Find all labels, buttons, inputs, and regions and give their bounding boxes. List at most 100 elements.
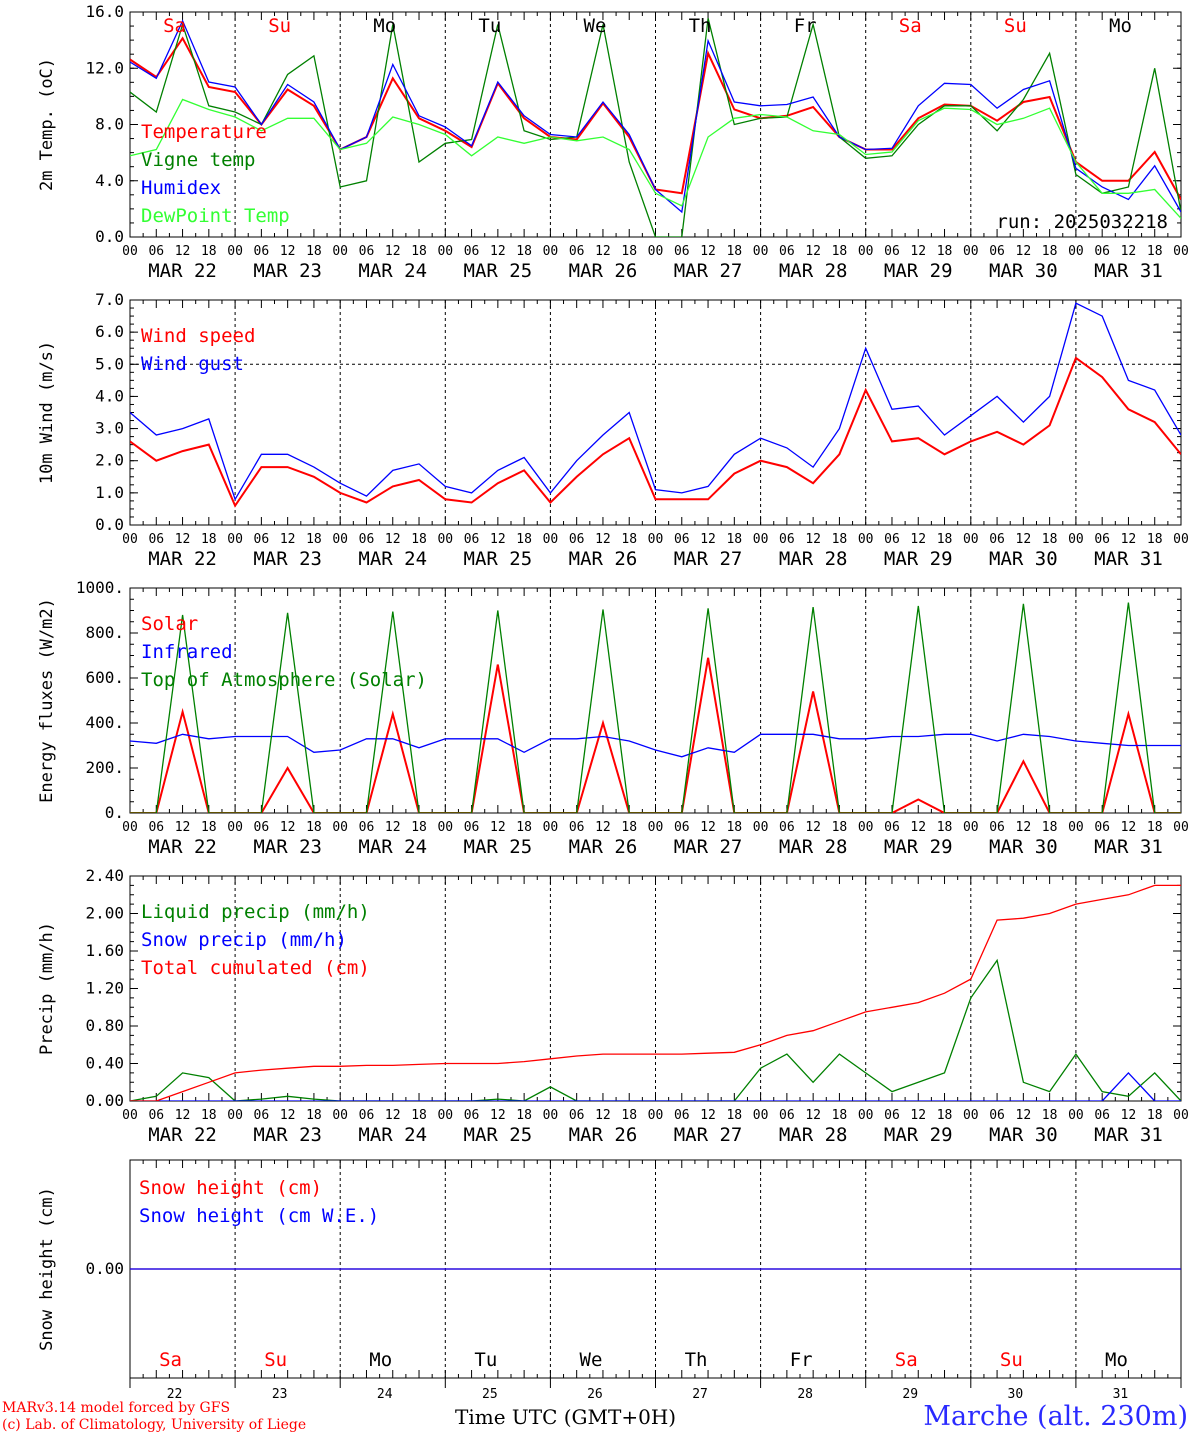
day-number-label: 30 [1008,1387,1024,1402]
panel-frame [129,11,1182,238]
hour-tick-label: 06 [674,820,690,835]
hour-tick-label: 12 [700,820,716,835]
hour-tick-label: 06 [779,532,795,547]
hour-tick-label: 06 [569,532,585,547]
date-label: MAR 26 [569,836,638,858]
hour-tick-label: 06 [989,532,1005,547]
hour-tick-label: 18 [937,1108,953,1123]
hour-tick-label: 06 [1094,244,1110,259]
day-abbr-top: Su [1004,15,1027,37]
hour-tick-label: 00 [858,244,874,259]
hour-tick-label: 00 [437,820,453,835]
day-abbr-bottom: Tu [474,1349,497,1371]
hour-tick-label: 06 [674,1108,690,1123]
date-label: MAR 28 [779,260,848,282]
hour-tick-label: 06 [779,1108,795,1123]
hour-tick-label: 06 [359,1108,375,1123]
hour-tick-label: 12 [385,244,401,259]
hour-tick-label: 00 [122,820,138,835]
hour-tick-label: 18 [306,532,322,547]
hour-tick-label: 12 [1121,244,1137,259]
hour-tick-label: 06 [884,820,900,835]
day-abbr-bottom: Fr [790,1349,813,1371]
hour-tick-label: 00 [1173,1108,1189,1123]
hour-tick-label: 00 [227,532,243,547]
y-tick-label: 16.0 [85,2,124,21]
series-line-vigne-temp [130,18,1181,237]
series-line-top-of-atmosphere-solar- [130,602,1181,813]
hour-tick-label: 00 [122,532,138,547]
hour-tick-label: 12 [700,532,716,547]
date-label: MAR 25 [464,260,533,282]
date-label: MAR 22 [148,548,217,570]
y-tick-label: 7.0 [95,290,124,309]
y-tick-label: 2.40 [85,866,124,885]
series-group [130,302,1181,508]
hour-tick-label: 12 [1016,820,1032,835]
hour-tick-label: 06 [884,532,900,547]
hour-tick-label: 06 [989,820,1005,835]
day-abbr-top: Sa [163,15,186,37]
legend-entry: Liquid precip (mm/h) [141,901,370,923]
hour-tick-label: 18 [621,244,637,259]
hour-tick-label: 12 [385,820,401,835]
hour-tick-label: 12 [175,1108,191,1123]
y-tick-label: 6.0 [95,322,124,341]
series-line-liquid-precip-mm-h- [130,958,1181,1101]
y-tick-label: 0.40 [85,1054,124,1073]
day-number-label: 25 [482,1387,498,1402]
hour-tick-label: 18 [201,1108,217,1123]
hour-tick-label: 00 [753,820,769,835]
date-label: MAR 29 [884,836,953,858]
y-tick-label: 0.0 [95,227,124,246]
hour-tick-label: 18 [832,532,848,547]
date-label: MAR 27 [674,836,743,858]
date-label: MAR 28 [779,1124,848,1146]
hour-tick-label: 18 [621,820,637,835]
day-abbr-top: Sa [899,15,922,37]
date-label: MAR 23 [253,260,322,282]
hour-tick-label: 06 [254,244,270,259]
date-label: MAR 31 [1094,548,1163,570]
day-number-label: 31 [1113,1387,1129,1402]
series-group [130,602,1181,813]
day-abbr-bottom: Sa [895,1349,918,1371]
date-label: MAR 27 [674,1124,743,1146]
hour-tick-label: 06 [148,244,164,259]
hour-tick-label: 00 [227,820,243,835]
hour-tick-label: 00 [122,1108,138,1123]
hour-tick-label: 12 [910,820,926,835]
day-abbr-bottom: Su [264,1349,287,1371]
hour-tick-label: 12 [1121,1108,1137,1123]
day-abbr-top: Fr [794,15,817,37]
hour-tick-label: 12 [490,1108,506,1123]
hour-tick-label: 18 [832,1108,848,1123]
hour-tick-label: 18 [516,820,532,835]
hour-tick-label: 18 [411,532,427,547]
hour-tick-label: 18 [306,1108,322,1123]
hour-tick-label: 00 [1068,244,1084,259]
y-axis-label: 10m Wind (m/s) [37,341,57,484]
hour-tick-label: 12 [595,1108,611,1123]
y-tick-label: 0.80 [85,1016,124,1035]
hour-tick-label: 00 [1068,532,1084,547]
legend-entry: Snow precip (mm/h) [141,929,347,951]
lab-text: (c) Lab. of Climatology, University of L… [2,1417,307,1433]
legend-entry: Total cumulated (cm) [141,957,370,979]
hour-tick-label: 00 [753,1108,769,1123]
y-tick-label: 12.0 [85,58,124,77]
date-label: MAR 25 [464,1124,533,1146]
hour-tick-label: 12 [490,532,506,547]
hour-tick-label: 12 [805,244,821,259]
hour-tick-label: 18 [516,532,532,547]
y-tick-label: 2.00 [85,904,124,923]
hour-tick-label: 12 [1121,532,1137,547]
hour-tick-label: 00 [858,532,874,547]
date-label: MAR 31 [1094,260,1163,282]
legend-entry: Snow height (cm) [139,1177,322,1199]
y-tick-label: 3.0 [95,419,124,438]
y-tick-label: 4.0 [95,171,124,190]
hour-tick-label: 18 [937,820,953,835]
hour-tick-label: 06 [254,1108,270,1123]
day-abbr-top: Su [268,15,291,37]
